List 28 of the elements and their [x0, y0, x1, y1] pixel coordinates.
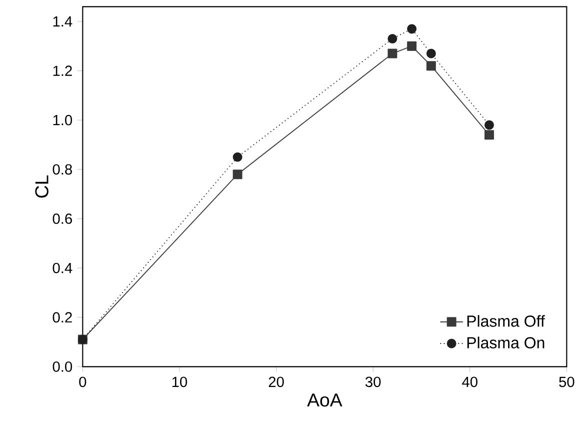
point: [232, 152, 242, 162]
y-tick-label: 0.0: [52, 361, 72, 372]
x-tick-label: 10: [172, 376, 188, 388]
y-tick-label: 1.4: [53, 16, 72, 27]
x-axis-title: AoA: [307, 394, 342, 407]
point: [388, 48, 398, 58]
x-tick-label: 30: [365, 376, 381, 388]
y-tick-label: 1.2: [53, 66, 72, 76]
point: [407, 41, 417, 51]
x-tick-label: 50: [559, 376, 574, 388]
y-tick-label: 0.4: [52, 262, 72, 274]
y-tick-label: 0.2: [52, 312, 72, 323]
legend-label: Plasma Off: [467, 315, 545, 327]
point: [232, 170, 242, 180]
point: [426, 48, 436, 58]
point: [388, 34, 398, 44]
point: [426, 61, 436, 71]
point: [484, 130, 494, 140]
x-tick-label: 0: [79, 376, 86, 388]
y-axis-title: CL: [35, 175, 48, 198]
point: [407, 24, 417, 34]
legend-label: Plasma On: [467, 336, 544, 348]
y-tick-label: 0.6: [52, 214, 72, 224]
x-tick-label: 40: [462, 376, 478, 388]
y-tick-label: 0.8: [52, 164, 72, 175]
x-tick-label: 20: [268, 376, 284, 388]
y-tick-label: 1.0: [53, 114, 72, 126]
point: [484, 120, 494, 130]
